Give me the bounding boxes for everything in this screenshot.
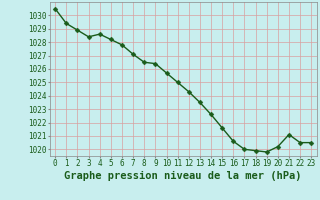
X-axis label: Graphe pression niveau de la mer (hPa): Graphe pression niveau de la mer (hPa) (64, 171, 302, 181)
